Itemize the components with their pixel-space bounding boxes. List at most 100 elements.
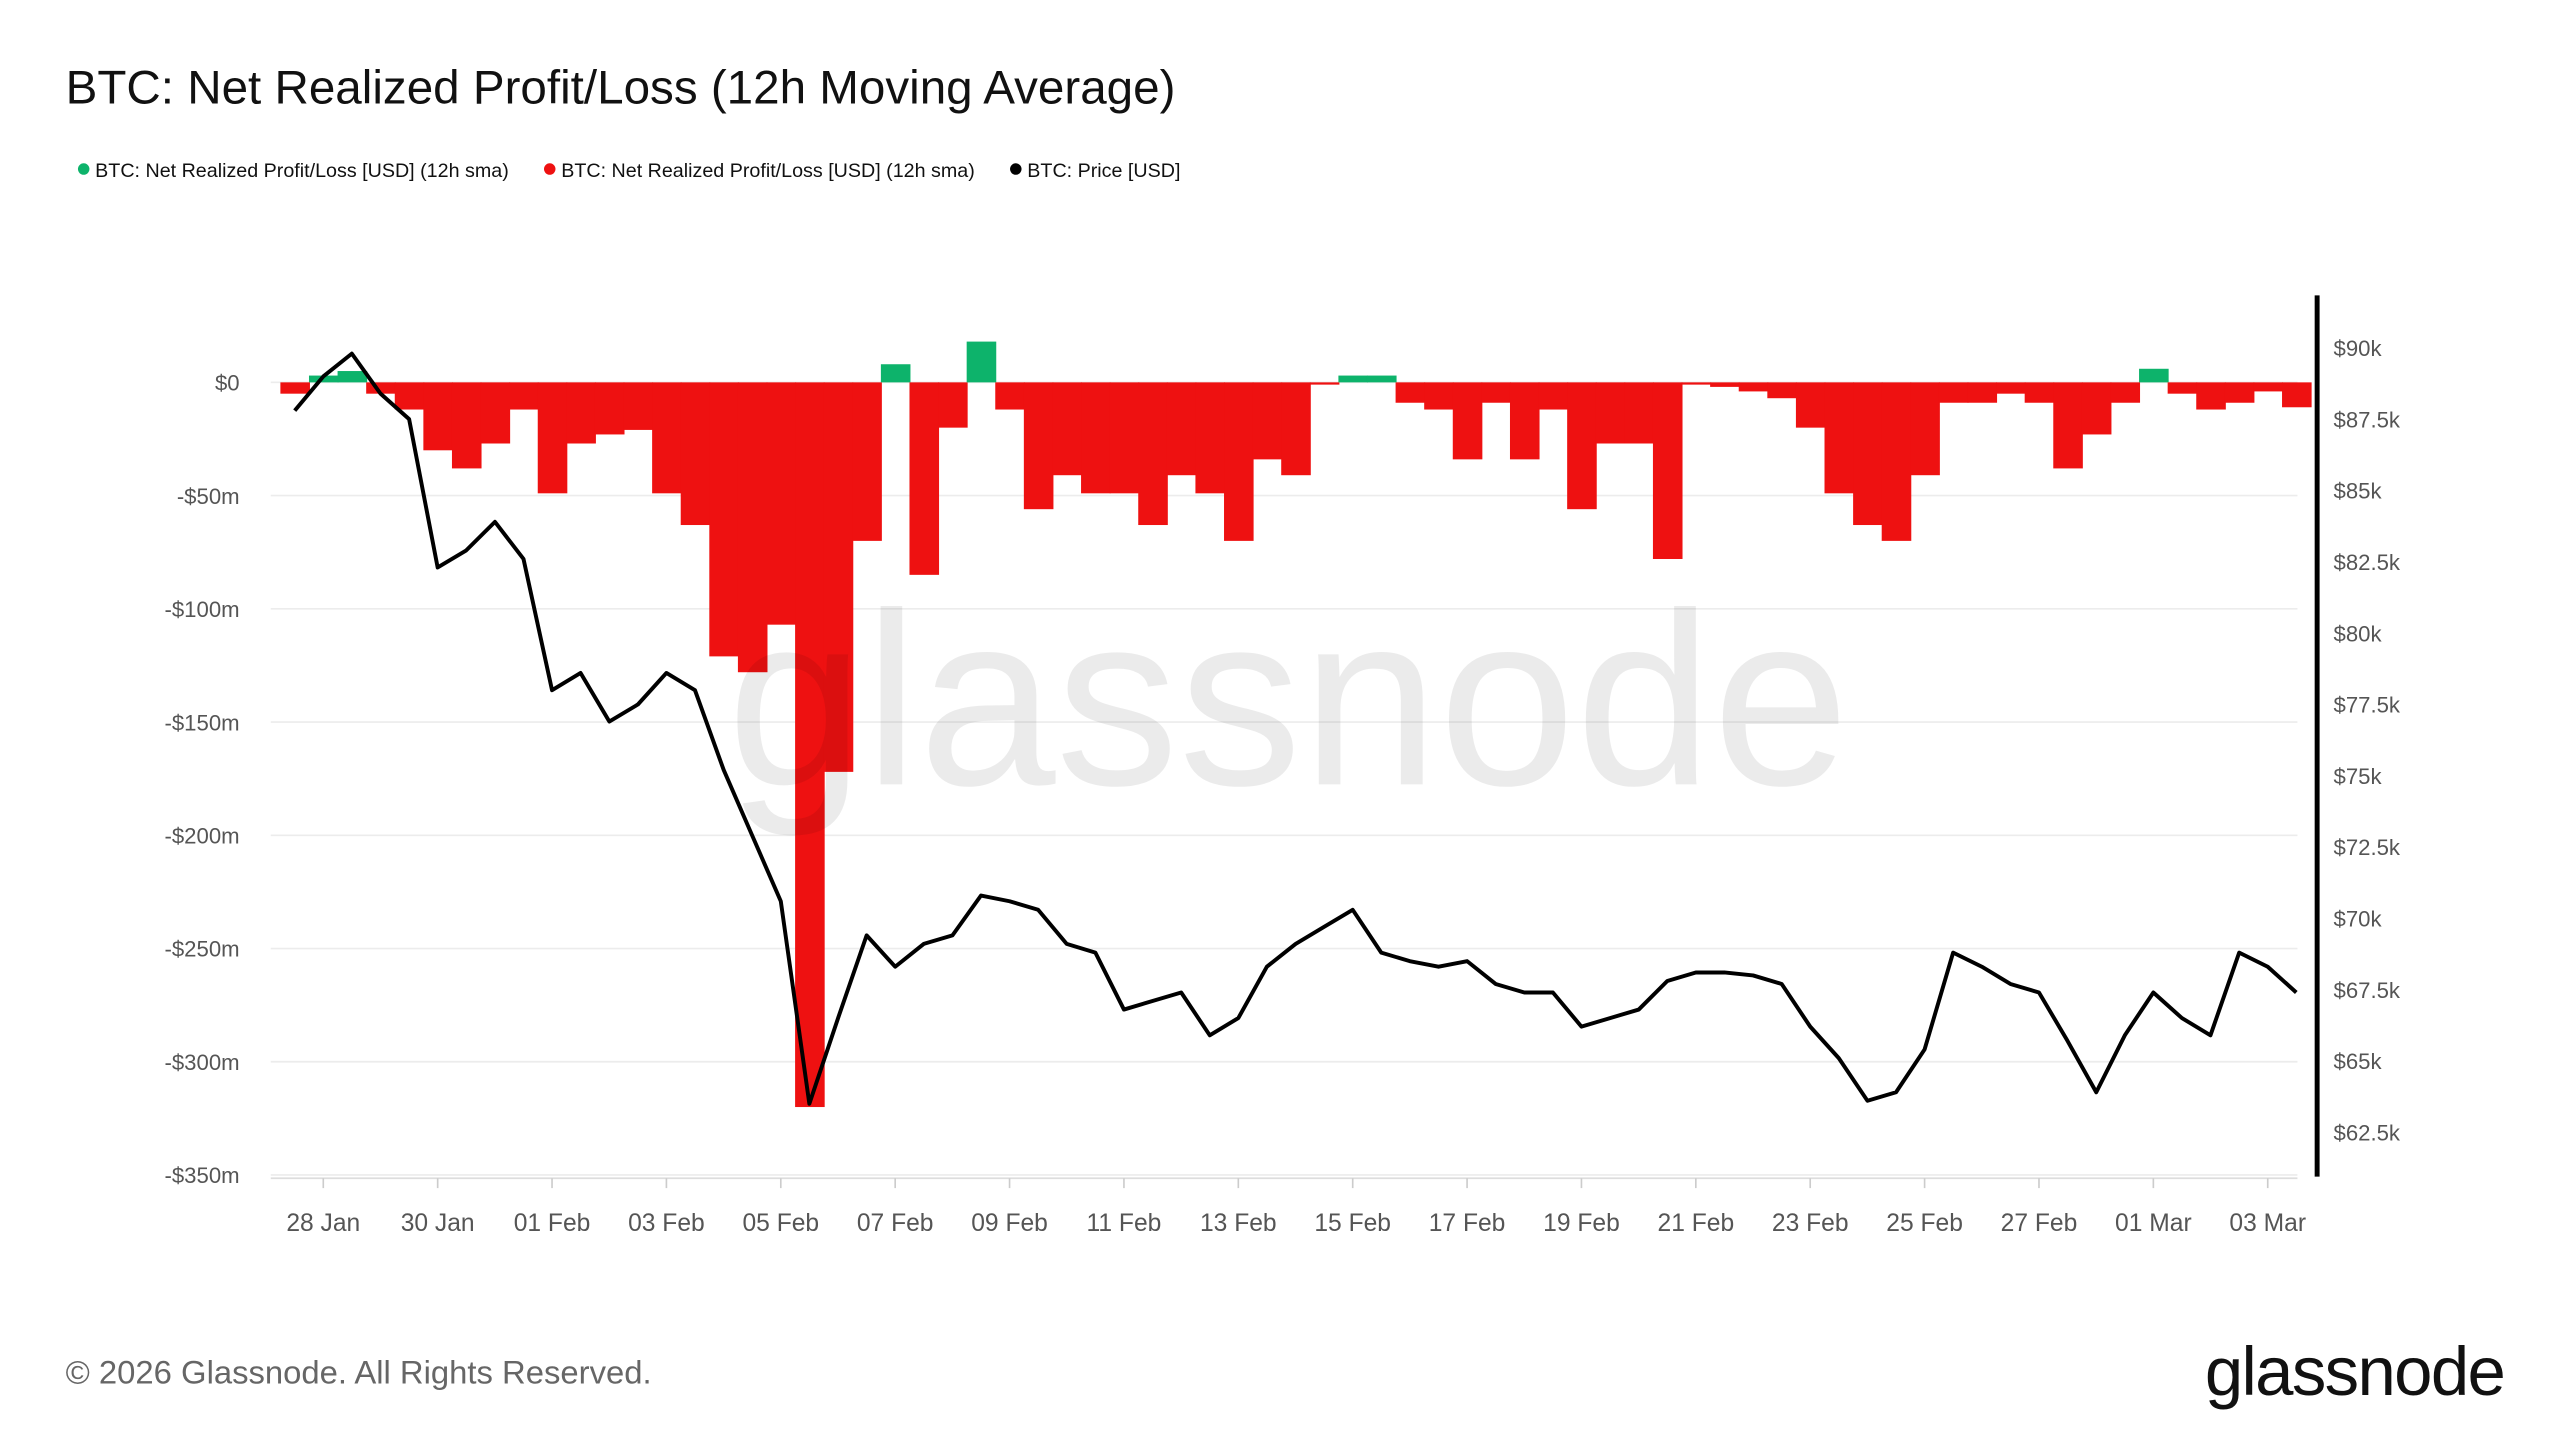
pnl-bar-loss — [2253, 382, 2284, 392]
x-tick-label: 03 Feb — [628, 1210, 705, 1237]
left-axis: $0 -$50m -$100m -$150m -$200m -$250m -$300m -$3… — [165, 371, 240, 1189]
pnl-bar-loss — [2167, 382, 2198, 394]
pnl-bar-loss — [737, 382, 768, 673]
pnl-bar-loss — [1853, 382, 1883, 526]
page-title: BTC: Net Realized Profit/Loss (12h Movin… — [66, 61, 1176, 114]
pnl-bar-loss — [566, 382, 596, 444]
pnl-bar-loss — [1738, 382, 1769, 392]
pnl-bar-loss — [795, 382, 825, 1108]
pnl-bar-loss — [1710, 382, 1740, 387]
x-tick-label: 13 Feb — [1200, 1210, 1277, 1237]
pnl-bar-loss — [1509, 382, 1540, 460]
pnl-bar-profit — [337, 371, 368, 383]
right-tick-label: $80k — [2334, 621, 2383, 646]
pnl-bar-loss — [1481, 382, 1511, 403]
x-tick-label: 25 Feb — [1886, 1210, 1963, 1237]
left-tick-label: -$250m — [165, 937, 240, 962]
pnl-bar-loss — [652, 382, 682, 494]
pnl-bar-loss — [995, 382, 1025, 410]
glassnode-logo[interactable]: glassnode — [2205, 1333, 2506, 1410]
pnl-bar-loss — [2110, 382, 2141, 403]
pnl-bar-loss — [2282, 382, 2312, 408]
pnl-bar-loss — [594, 382, 625, 435]
pnl-bar-loss — [2224, 382, 2255, 403]
watermark: glassnode — [727, 562, 1849, 837]
legend-marker-profit — [77, 163, 90, 175]
x-tick-label: 17 Feb — [1429, 1210, 1506, 1237]
pnl-bar-loss — [1767, 382, 1797, 399]
right-axis: $90k $87.5k $85k $82.5k $80k $77.5k $75k $72.5k… — [2334, 336, 2401, 1145]
x-tick-label: 09 Feb — [971, 1210, 1048, 1237]
pnl-bar-loss — [1967, 382, 1998, 403]
left-tick-label: -$50m — [177, 484, 240, 509]
pnl-bar-loss — [423, 382, 453, 451]
x-tick-label: 03 Mar — [2229, 1210, 2306, 1237]
pnl-bar-loss — [451, 382, 482, 469]
x-tick-label: 01 Mar — [2115, 1210, 2192, 1237]
pnl-bar-loss — [1052, 382, 1083, 476]
pnl-bar-loss — [1652, 382, 1683, 559]
legend-label-price[interactable]: BTC: Price [USD] — [1027, 160, 1180, 182]
pnl-bar-loss — [1881, 382, 1912, 541]
x-tick-label: 01 Feb — [514, 1210, 591, 1237]
pnl-bar-loss — [394, 382, 425, 410]
pnl-bar-profit — [2139, 368, 2169, 383]
left-tick-label: -$100m — [165, 597, 240, 622]
right-tick-label: $85k — [2334, 479, 2383, 504]
pnl-bar-loss — [2196, 382, 2226, 410]
pnl-bar-loss — [709, 382, 739, 657]
pnl-bar-loss — [1938, 382, 1969, 403]
x-tick-label: 21 Feb — [1658, 1210, 1735, 1237]
pnl-bar-loss — [537, 382, 568, 494]
pnl-bar-loss — [623, 382, 654, 430]
pnl-bar-loss — [1424, 382, 1454, 410]
legend-label-loss[interactable]: BTC: Net Realized Profit/Loss [USD] (12h… — [561, 160, 975, 182]
pnl-bar-loss — [1081, 382, 1111, 494]
right-tick-label: $67.5k — [2334, 978, 2401, 1003]
pnl-bar-profit — [966, 341, 997, 383]
legend-label-profit[interactable]: BTC: Net Realized Profit/Loss [USD] (12h… — [95, 160, 509, 182]
pnl-bar-loss — [1309, 382, 1340, 385]
right-tick-label: $72.5k — [2334, 835, 2401, 860]
pnl-bar-loss — [766, 382, 797, 625]
left-tick-label: -$150m — [165, 710, 240, 735]
pnl-bar-loss — [480, 382, 511, 444]
copyright: © 2026 Glassnode. All Rights Reserved. — [66, 1353, 652, 1390]
right-tick-label: $65k — [2334, 1049, 2383, 1074]
right-tick-label: $70k — [2334, 907, 2383, 932]
left-tick-label: -$350m — [165, 1163, 240, 1188]
pnl-bar-loss — [1281, 382, 1311, 476]
pnl-bar-loss — [1452, 382, 1483, 460]
pnl-bar-loss — [1138, 382, 1168, 526]
pnl-bar-profit — [880, 364, 911, 383]
pnl-bar-loss — [1567, 382, 1597, 510]
right-tick-label: $82.5k — [2334, 550, 2401, 575]
right-tick-label: $87.5k — [2334, 407, 2401, 432]
x-tick-label: 05 Feb — [742, 1210, 819, 1237]
pnl-bar-loss — [1109, 382, 1140, 494]
pnl-bar-loss — [2024, 382, 2055, 403]
x-axis: 28 Jan 30 Jan 01 Feb 03 Feb 05 Feb 07 Feb 09 F… — [270, 1177, 2306, 1237]
pnl-bar-loss — [1252, 382, 1283, 460]
right-tick-label: $90k — [2334, 336, 2383, 361]
left-tick-label: $0 — [215, 371, 240, 396]
x-tick-label: 27 Feb — [2001, 1210, 2078, 1237]
pnl-bar-loss — [1395, 382, 1426, 403]
pnl-bar-loss — [1023, 382, 1054, 510]
pnl-bar-loss — [938, 382, 968, 428]
pnl-bar-loss — [1996, 382, 2026, 394]
pnl-bar-loss — [1795, 382, 1826, 428]
pnl-bar-loss — [823, 382, 854, 772]
x-tick-label: 11 Feb — [1087, 1210, 1162, 1237]
price-line — [293, 351, 2298, 1106]
pnl-bar-loss — [1624, 382, 1654, 444]
pnl-bar-profit — [1366, 375, 1397, 383]
legend: BTC: Net Realized Profit/Loss [USD] (12h… — [77, 160, 1180, 182]
right-tick-label: $62.5k — [2334, 1120, 2401, 1145]
x-tick-label: 07 Feb — [857, 1210, 934, 1237]
x-tick-label: 19 Feb — [1543, 1210, 1620, 1237]
right-tick-label: $75k — [2334, 764, 2383, 789]
x-tick-label: 15 Feb — [1314, 1210, 1391, 1237]
legend-marker-price — [1010, 163, 1022, 175]
